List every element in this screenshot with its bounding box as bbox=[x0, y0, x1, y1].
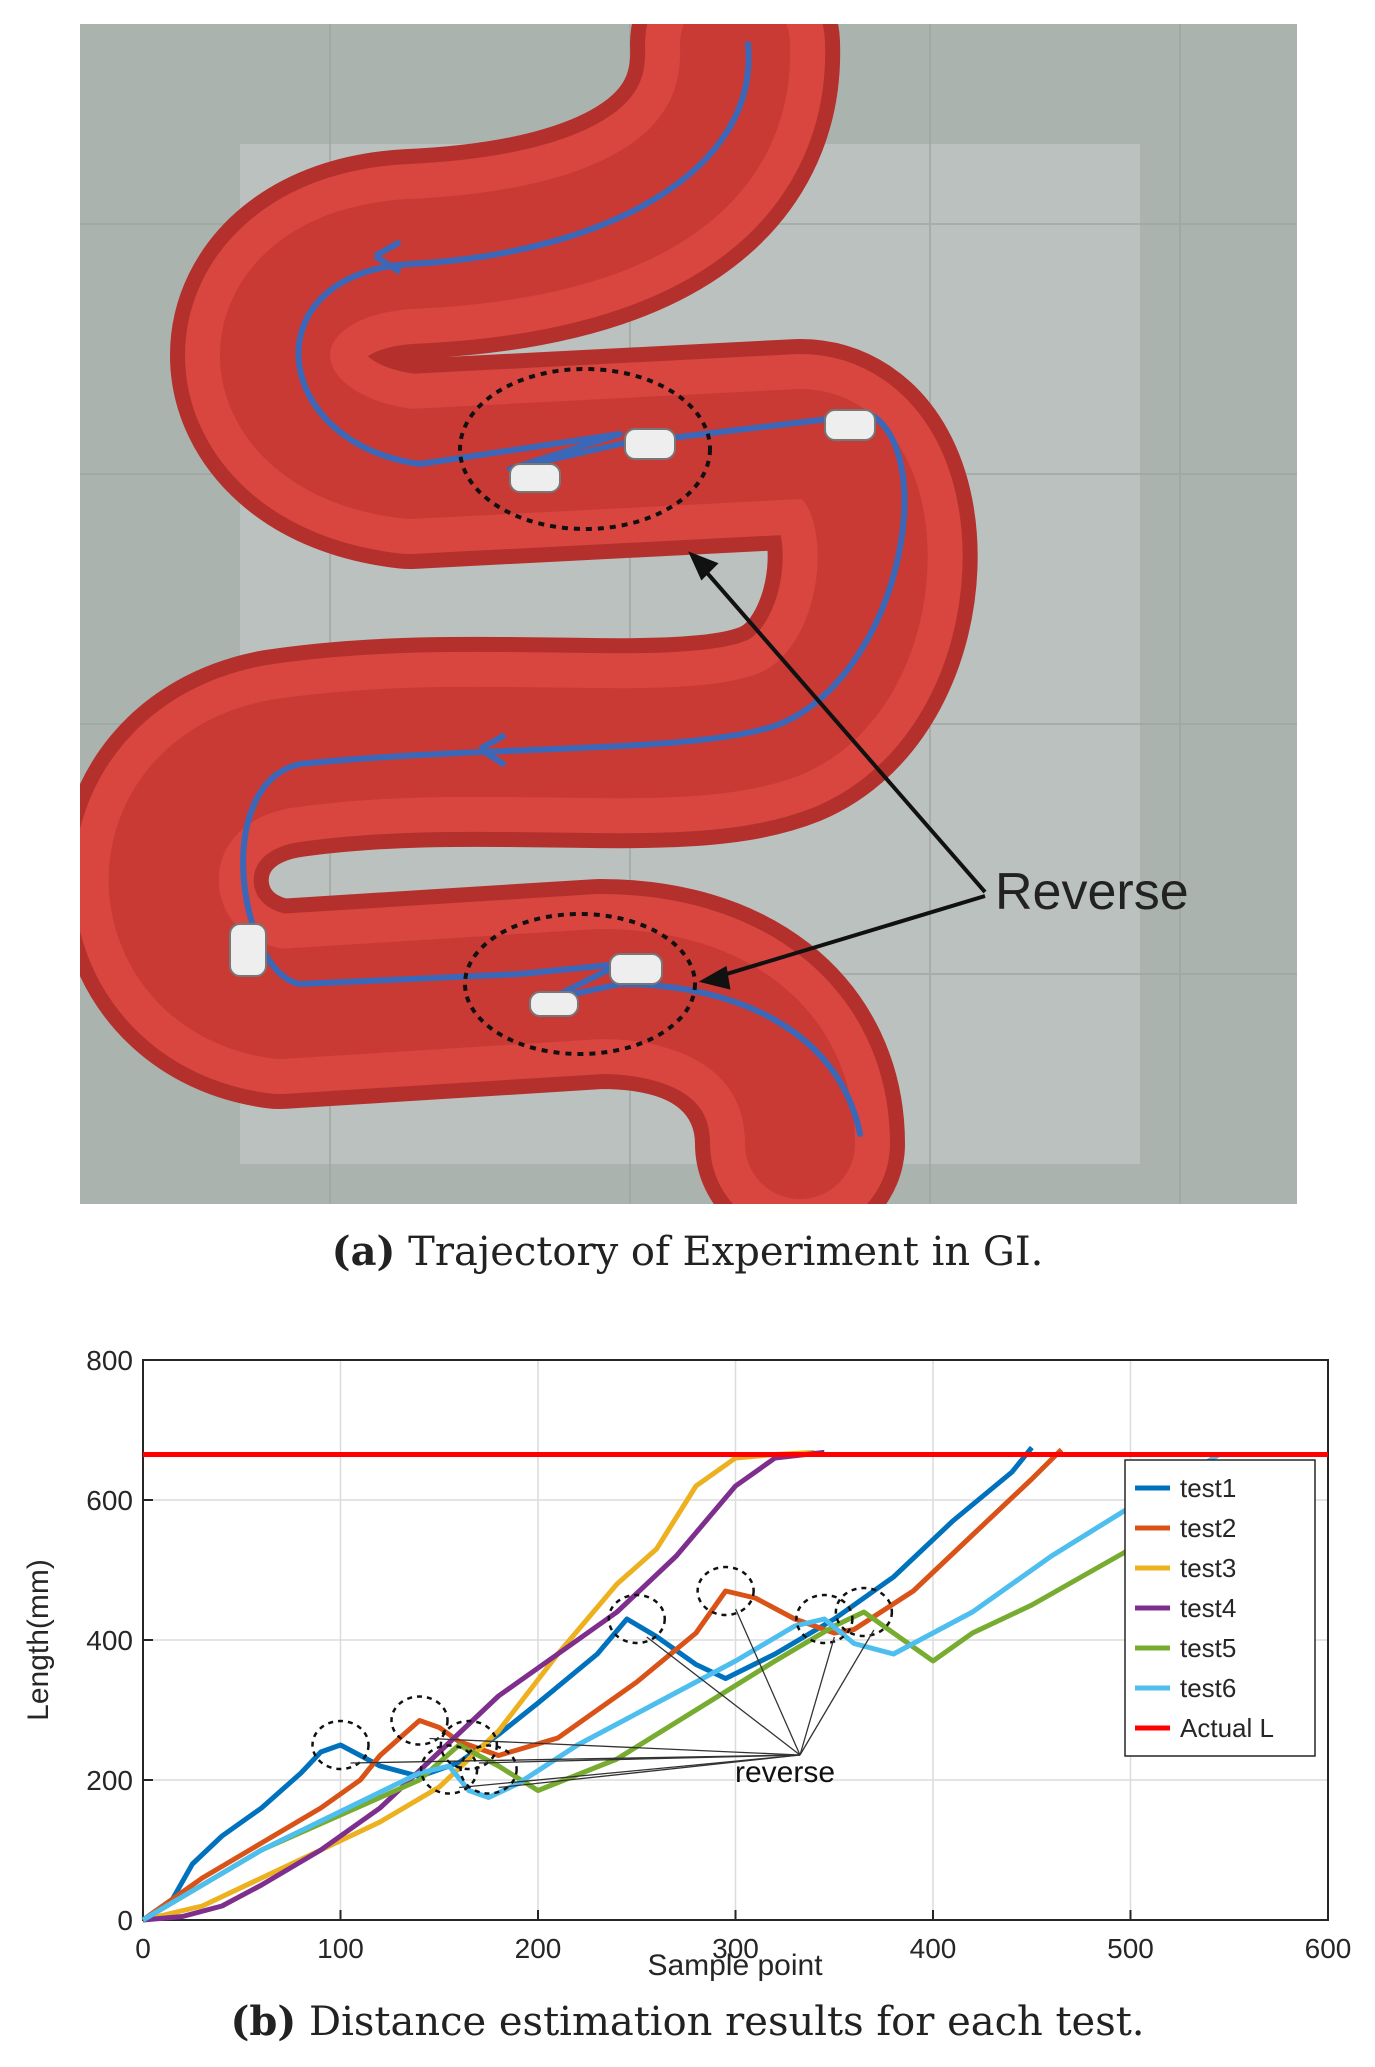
x-axis-ticks: 0 100 200 300 400 500 600 bbox=[135, 1910, 1351, 1964]
reverse-circle bbox=[795, 1593, 854, 1645]
legend-box bbox=[1124, 1459, 1316, 1757]
reverse-markers bbox=[311, 1565, 894, 1795]
reverse-pointer bbox=[646, 1636, 801, 1756]
y-tick-label: 200 bbox=[86, 1765, 133, 1796]
caption-b-label: (b) bbox=[230, 1998, 297, 2045]
x-tick-label: 100 bbox=[317, 1933, 364, 1964]
x-tick-label: 0 bbox=[135, 1933, 151, 1964]
series-line-test4 bbox=[142, 1449, 825, 1923]
series-line-test1 bbox=[141, 1445, 1034, 1923]
caption-b: (b) Distance estimation results for each… bbox=[0, 1998, 1375, 2045]
caption-b-text: Distance estimation results for each tes… bbox=[309, 1999, 1145, 2045]
reverse-circle bbox=[463, 912, 697, 1056]
x-tick-label: 500 bbox=[1107, 1933, 1154, 1964]
x-axis-label: Sample point bbox=[647, 1949, 823, 1982]
direction-arrow-icon bbox=[478, 732, 507, 768]
legend-label: test6 bbox=[1180, 1673, 1236, 1703]
gi-trajectory-photo: Reverse bbox=[80, 24, 1297, 1204]
legend-label: test1 bbox=[1180, 1473, 1236, 1503]
caption-a-text: Trajectory of Experiment in GI. bbox=[408, 1229, 1044, 1275]
capsule-robot bbox=[609, 953, 663, 985]
reverse-circle bbox=[439, 1719, 499, 1771]
x-tick-label: 600 bbox=[1305, 1933, 1352, 1964]
distance-chart: 0 100 200 300 400 500 600 0 200 400 600 800 revers… bbox=[22, 1345, 1351, 1982]
series-line-test3 bbox=[142, 1449, 815, 1923]
x-tick-label: 400 bbox=[910, 1933, 957, 1964]
y-tick-label: 800 bbox=[86, 1345, 133, 1376]
x-tick-label: 200 bbox=[515, 1933, 562, 1964]
reverse-pointer bbox=[459, 1754, 801, 1789]
reverse-pointer bbox=[735, 1608, 801, 1756]
y-tick-label: 0 bbox=[117, 1905, 133, 1936]
reverse-circle bbox=[607, 1593, 666, 1645]
caption-a-label: (a) bbox=[331, 1228, 396, 1275]
capsule-trajectory bbox=[240, 41, 908, 1137]
reverse-pointer bbox=[478, 1754, 801, 1764]
reverse-pointer bbox=[429, 1737, 801, 1756]
caption-a: (a) Trajectory of Experiment in GI. bbox=[0, 1228, 1375, 1275]
series-line-test2 bbox=[141, 1447, 1064, 1923]
reverse-pointer bbox=[799, 1629, 875, 1756]
legend: test1 test2 test3 test4 test5 test6 Actual L bbox=[1124, 1459, 1316, 1757]
reverse-circle bbox=[311, 1719, 370, 1771]
capsule-robot bbox=[509, 463, 561, 493]
y-axis-label: Length(mm) bbox=[22, 1559, 55, 1721]
reverse-circle bbox=[458, 367, 712, 531]
reverse-circle bbox=[390, 1695, 449, 1746]
x-tick-label: 300 bbox=[712, 1933, 759, 1964]
y-tick-label: 600 bbox=[86, 1485, 133, 1516]
reverse-annotation: Reverse bbox=[995, 863, 1189, 921]
reverse-circle bbox=[459, 1744, 518, 1795]
legend-label: test4 bbox=[1180, 1593, 1236, 1623]
capsule-robot bbox=[624, 428, 676, 460]
series-line-test5 bbox=[141, 1459, 1257, 1923]
legend-label: test2 bbox=[1180, 1513, 1236, 1543]
capsule-robot bbox=[529, 991, 579, 1017]
reverse-circle bbox=[696, 1565, 755, 1617]
reverse-label: reverse bbox=[735, 1756, 835, 1789]
series-line-test6 bbox=[141, 1452, 1221, 1923]
reverse-arrows bbox=[688, 551, 987, 990]
capsule-robot bbox=[229, 923, 267, 977]
direction-arrow-icon bbox=[373, 239, 402, 275]
legend-label: test3 bbox=[1180, 1553, 1236, 1583]
reverse-pointer bbox=[498, 1754, 801, 1789]
reverse-circle bbox=[834, 1586, 894, 1638]
y-axis-ticks: 0 200 400 600 800 bbox=[86, 1345, 153, 1936]
capsule-robot bbox=[824, 409, 876, 441]
y-tick-label: 400 bbox=[86, 1625, 133, 1656]
legend-label: test5 bbox=[1180, 1633, 1236, 1663]
chart-series bbox=[141, 1445, 1328, 1923]
reverse-circle bbox=[419, 1744, 479, 1795]
reverse-pointer bbox=[799, 1636, 835, 1756]
legend-label: Actual L bbox=[1180, 1713, 1274, 1743]
